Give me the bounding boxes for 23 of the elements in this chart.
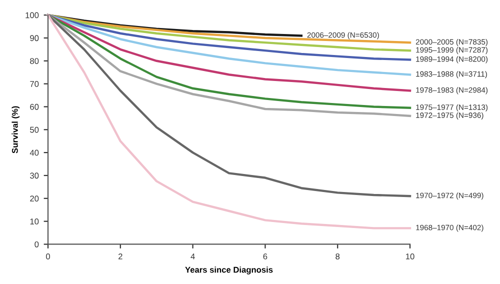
- line-series: [46, 14, 412, 44]
- y-tick-label: 30: [30, 172, 39, 179]
- y-tick-label: 80: [30, 58, 39, 64]
- x-tick-label: 8: [336, 253, 340, 260]
- y-tick-label: 90: [30, 35, 39, 42]
- line-series: [46, 14, 412, 92]
- y-tick-label: 60: [30, 104, 39, 110]
- x-axis-title: Years since Diagnosis: [185, 266, 273, 274]
- x-tick-label: 6: [263, 253, 268, 260]
- y-tick-label: 70: [30, 81, 39, 87]
- y-tick-label: 50: [30, 126, 39, 133]
- y-tick-label: 100: [26, 12, 39, 18]
- x-tick-label: 10: [406, 253, 414, 260]
- y-tick-label: 0: [34, 241, 39, 248]
- y-axis-title: Survival (%): [12, 106, 20, 154]
- line-series: [46, 14, 412, 76]
- x-tick-label: 2: [118, 253, 122, 260]
- x-tick-label: 0: [46, 253, 50, 260]
- x-tick-label: 4: [190, 254, 195, 260]
- y-tick-label: 10: [30, 218, 39, 224]
- y-tick-label: 20: [30, 196, 39, 202]
- line-series: [46, 14, 412, 61]
- y-tick-label: 40: [30, 150, 39, 156]
